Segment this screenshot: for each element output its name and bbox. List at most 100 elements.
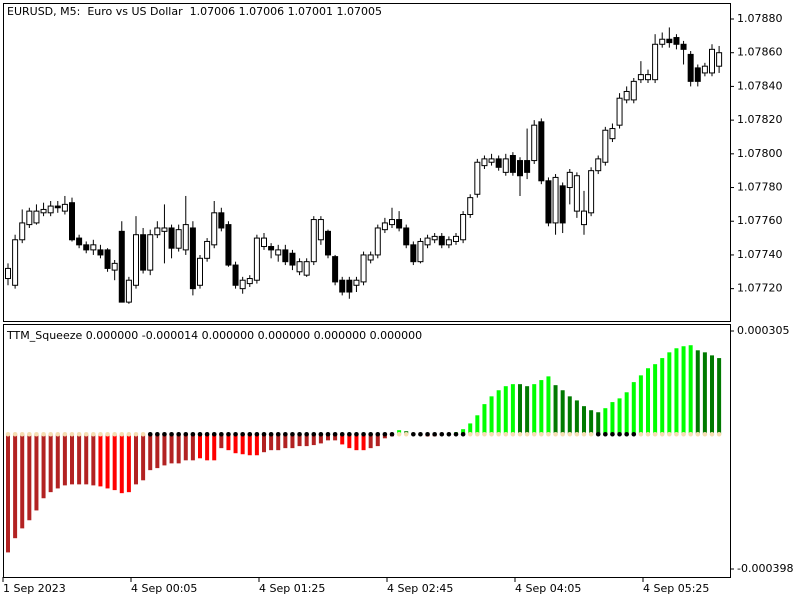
histogram-bar <box>126 434 131 493</box>
candle-body <box>595 158 602 172</box>
histogram-bar <box>311 434 316 446</box>
squeeze-dot <box>617 431 622 437</box>
histogram-bar <box>596 412 601 435</box>
histogram-bar <box>48 434 53 493</box>
squeeze-dot <box>76 431 82 437</box>
candle-body <box>381 222 388 231</box>
squeeze-dot <box>354 431 359 437</box>
candle-body <box>609 128 616 140</box>
squeeze-dot <box>19 431 25 437</box>
candle-body <box>33 210 40 224</box>
histogram-bar <box>489 396 494 435</box>
candle-body <box>275 249 282 256</box>
histogram-bar <box>610 402 615 435</box>
candle-body <box>453 235 459 242</box>
candle-body <box>218 212 225 229</box>
candle-body <box>616 97 623 126</box>
histogram-bar <box>297 434 302 447</box>
y-tick-label: 1.07800 <box>737 147 783 160</box>
histogram-bar <box>496 390 501 435</box>
squeeze-dot <box>467 431 473 437</box>
histogram-bar <box>710 355 714 435</box>
squeeze-dot <box>268 431 274 437</box>
squeeze-dot <box>183 431 189 437</box>
squeeze-dot <box>603 431 608 437</box>
histogram-bar <box>134 434 138 485</box>
candle-body <box>637 74 644 81</box>
histogram-bar <box>660 358 665 435</box>
histogram-bar <box>226 434 231 451</box>
candle-body <box>346 279 353 293</box>
candle-body <box>54 205 61 209</box>
squeeze-dot <box>688 431 693 437</box>
candle-body <box>118 230 125 303</box>
squeeze-dot <box>119 431 125 437</box>
histogram-bar <box>219 434 224 449</box>
squeeze-dot <box>425 431 430 437</box>
x-tick-label: 4 Sep 00:05 <box>131 582 197 595</box>
candle-body <box>573 175 580 212</box>
candle-body <box>474 161 481 195</box>
squeeze-dot <box>41 431 46 437</box>
squeeze-dot <box>489 431 494 437</box>
histogram-bar <box>141 434 146 481</box>
histogram-bar <box>461 429 466 435</box>
squeeze-dot <box>197 431 203 437</box>
candle-body <box>161 227 168 232</box>
candle-body <box>125 279 132 303</box>
histogram-bar <box>510 384 515 435</box>
candle-body <box>253 237 260 281</box>
squeeze-dot <box>5 431 11 437</box>
squeeze-dot <box>240 431 245 437</box>
candle-body <box>111 262 118 271</box>
histogram-bar <box>347 434 352 449</box>
candle-body <box>495 158 502 168</box>
squeeze-dot <box>83 431 89 437</box>
candle-body <box>559 185 566 224</box>
histogram-bar <box>119 434 124 494</box>
histogram-bar <box>482 404 487 435</box>
x-tick-label: 4 Sep 04:05 <box>515 582 581 595</box>
histogram-bar <box>503 386 508 435</box>
squeeze-dot <box>581 431 587 437</box>
chart-title: EURUSD, M5: Euro vs US Dollar 1.07006 1.… <box>7 5 382 18</box>
candle-body <box>104 249 111 269</box>
squeeze-dot <box>375 431 381 437</box>
squeeze-dot <box>674 431 679 437</box>
squeeze-dot <box>105 431 110 437</box>
histogram-bar <box>205 434 210 461</box>
squeeze-dot <box>126 431 132 437</box>
histogram-bar <box>702 352 707 435</box>
candle-body <box>488 158 495 163</box>
squeeze-dot <box>453 431 459 437</box>
histogram-bar <box>77 434 82 485</box>
candle-body <box>296 261 303 273</box>
squeeze-dot <box>382 431 388 437</box>
candle-body <box>12 239 19 286</box>
squeeze-dot <box>98 431 103 437</box>
candle-body <box>90 244 97 251</box>
histogram-bar <box>240 434 245 455</box>
histogram-bar <box>582 406 586 435</box>
candle-body <box>246 278 253 285</box>
squeeze-dot <box>140 431 146 437</box>
candle-body <box>83 244 90 251</box>
squeeze-dot <box>204 431 210 437</box>
squeeze-dot <box>389 431 395 437</box>
histogram-bar <box>304 434 309 447</box>
candle-body <box>445 239 452 246</box>
y-tick-label: 1.07840 <box>737 79 783 92</box>
candle-body <box>602 129 609 163</box>
histogram-bar <box>247 434 252 456</box>
squeeze-dot <box>418 431 423 437</box>
candle-body <box>367 254 374 261</box>
squeeze-dot <box>659 431 665 437</box>
squeeze-dot <box>254 431 260 437</box>
indicator-title: TTM_Squeeze 0.000000 -0.000014 0.000000 … <box>6 329 422 342</box>
squeeze-dot <box>283 431 288 437</box>
candle-body <box>659 38 666 45</box>
histogram-bar <box>589 410 594 435</box>
candle-body <box>389 219 395 226</box>
